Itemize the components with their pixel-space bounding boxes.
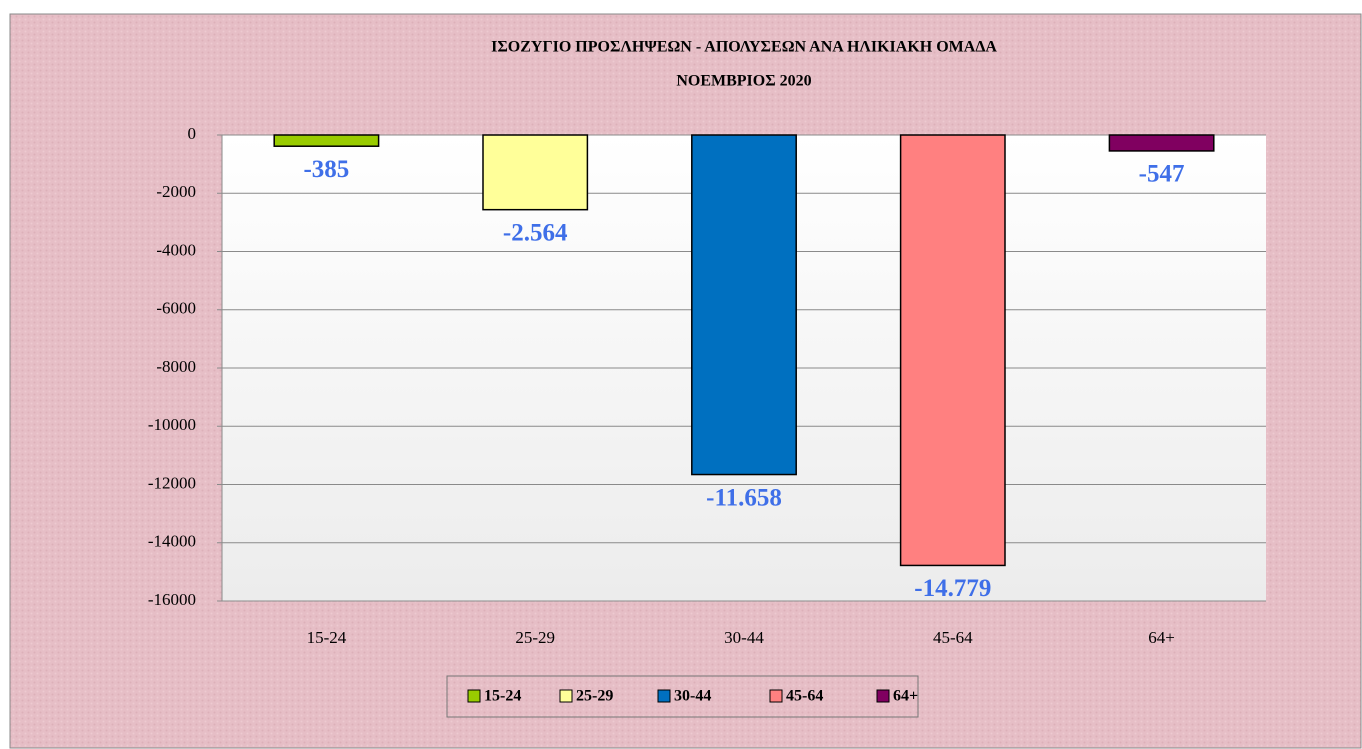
bar xyxy=(273,134,380,147)
y-tick-label: -10000 xyxy=(148,415,196,434)
y-tick-label: -2000 xyxy=(156,182,196,201)
y-tick-label: -8000 xyxy=(156,357,196,376)
y-tick-label: -12000 xyxy=(148,473,196,492)
chart-subtitle: ΝΟΕΜΒΡΙΟΣ 2020 xyxy=(676,73,811,90)
x-tick-label: 45-64 xyxy=(933,628,973,647)
chart-title: ΙΣΟΖΥΓΙΟ ΠΡΟΣΛΗΨΕΩΝ - ΑΠΟΛΥΣΕΩΝ ΑΝΑ ΗΛΙΚ… xyxy=(491,39,997,56)
legend-label: 45-64 xyxy=(786,688,823,705)
x-tick-label: 15-24 xyxy=(307,628,347,647)
bar xyxy=(1108,134,1215,152)
legend-swatch xyxy=(769,689,783,703)
y-tick-label: -14000 xyxy=(148,532,196,551)
x-tick-label: 64+ xyxy=(1148,628,1175,647)
y-tick-label: -16000 xyxy=(148,590,196,609)
legend-box xyxy=(446,675,919,718)
bar xyxy=(691,134,797,476)
legend-label: 15-24 xyxy=(484,688,521,705)
data-label: -14.779 xyxy=(914,575,991,602)
legend-label: 64+ xyxy=(893,688,918,705)
legend-label: 25-29 xyxy=(576,688,613,705)
bar xyxy=(899,134,1006,567)
y-tick-label: 0 xyxy=(188,124,197,143)
x-tick-label: 30-44 xyxy=(724,628,764,647)
legend-label: 30-44 xyxy=(674,688,711,705)
legend-swatch xyxy=(876,689,890,703)
y-tick-label: -6000 xyxy=(156,299,196,318)
legend-swatch xyxy=(559,689,573,703)
data-label: -385 xyxy=(303,156,349,183)
legend-swatch xyxy=(657,689,671,703)
data-label: -11.658 xyxy=(706,484,782,511)
y-tick-label: -4000 xyxy=(156,240,196,259)
legend-swatch xyxy=(467,689,481,703)
data-label: -547 xyxy=(1139,161,1185,188)
bar xyxy=(482,134,589,211)
x-tick-label: 25-29 xyxy=(515,628,555,647)
data-label: -2.564 xyxy=(503,219,568,246)
